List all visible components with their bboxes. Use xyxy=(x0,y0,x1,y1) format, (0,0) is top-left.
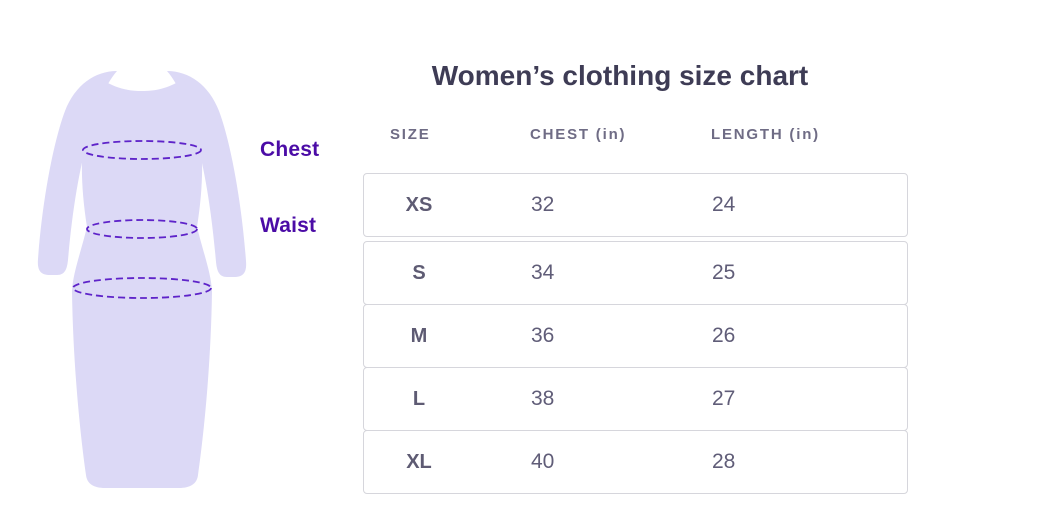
dress-left-sleeve xyxy=(37,71,117,275)
column-header-size: SIZE xyxy=(390,126,431,143)
size-cell: S xyxy=(412,261,426,284)
size-cell: M xyxy=(410,324,428,347)
length-cell: 27 xyxy=(712,387,736,410)
waist-label: Waist xyxy=(260,214,317,237)
length-cell: 24 xyxy=(712,193,736,216)
chest-cell: 38 xyxy=(531,387,555,410)
chest-label: Chest xyxy=(260,138,320,161)
length-cell: 26 xyxy=(712,324,736,347)
size-table-header: SIZE CHEST (in) LENGTH (in) xyxy=(363,126,908,143)
table-row: S 34 25 xyxy=(363,241,908,305)
dress-illustration xyxy=(25,63,260,493)
column-header-chest: CHEST (in) xyxy=(530,126,627,143)
size-cell: XL xyxy=(406,450,432,473)
table-row: L 38 27 xyxy=(363,367,908,431)
chest-cell: 40 xyxy=(531,450,555,473)
size-cell: XS xyxy=(405,193,433,216)
size-cell: L xyxy=(412,387,426,410)
chest-cell: 32 xyxy=(531,193,555,216)
size-table-rows: XS 32 24 S 34 25 M 36 26 L 38 27 XL 40 2… xyxy=(363,173,908,494)
chest-measure-line xyxy=(82,140,202,160)
chest-cell: 34 xyxy=(531,261,555,284)
hip-measure-line xyxy=(72,277,212,299)
table-row: XL 40 28 xyxy=(363,430,908,494)
length-cell: 25 xyxy=(712,261,736,284)
dress-body xyxy=(72,79,212,488)
waist-measure-line xyxy=(86,219,198,239)
chest-cell: 36 xyxy=(531,324,555,347)
length-cell: 28 xyxy=(712,450,736,473)
dress-right-sleeve xyxy=(167,71,247,277)
dress-illustration-svg xyxy=(37,71,247,488)
table-row: M 36 26 xyxy=(363,304,908,368)
page-title: Women’s clothing size chart xyxy=(431,60,809,91)
column-header-length: LENGTH (in) xyxy=(711,126,820,143)
table-row: XS 32 24 xyxy=(363,173,908,237)
